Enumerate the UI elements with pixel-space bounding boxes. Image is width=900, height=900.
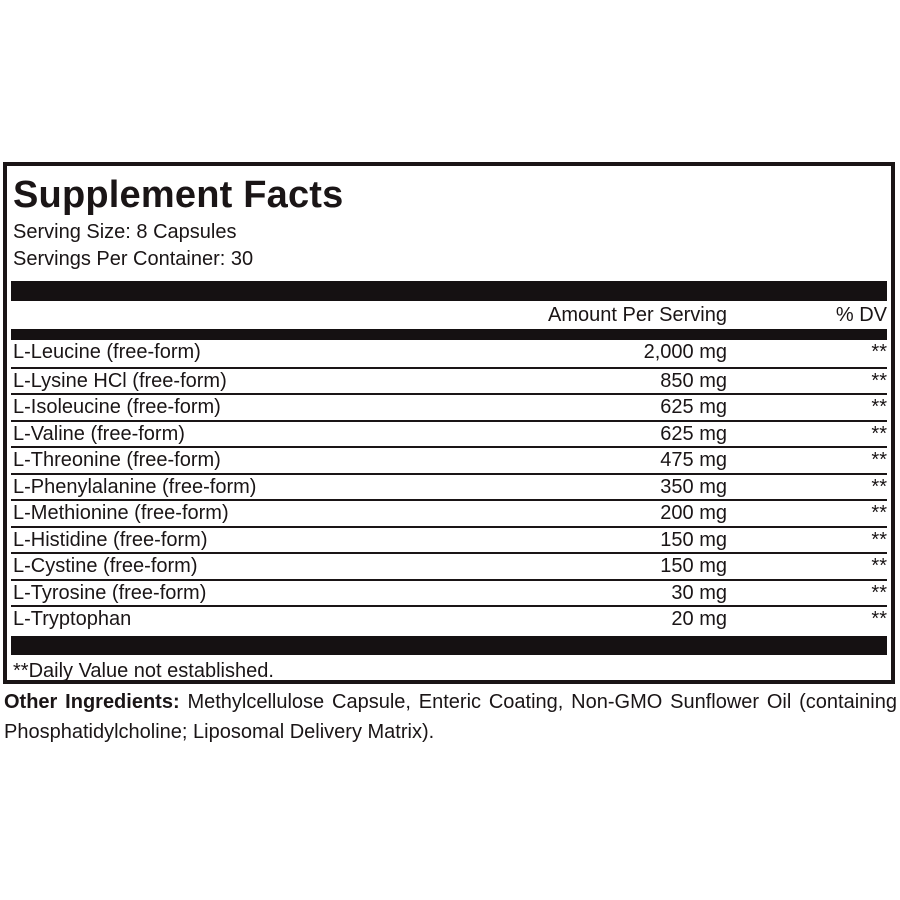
panel-inner: Supplement Facts Serving Size: 8 Capsule… — [7, 173, 891, 684]
ingredient-dv: ** — [871, 555, 887, 577]
ingredient-dv: ** — [871, 608, 887, 630]
ingredient-dv: ** — [871, 369, 887, 392]
ingredient-amount: 20 mg — [671, 608, 727, 630]
divider-bar-bottom — [11, 635, 887, 655]
ingredient-amount: 150 mg — [660, 555, 727, 577]
ingredient-amount: 625 mg — [660, 396, 727, 418]
ingredient-amount: 30 mg — [671, 581, 727, 604]
table-row: L-Tyrosine (free-form) 30 mg ** — [11, 578, 887, 606]
ingredient-name: L-Tryptophan — [13, 608, 132, 630]
ingredient-amount: 850 mg — [660, 369, 727, 392]
ingredient-name: L-Histidine (free-form) — [13, 528, 208, 551]
servings-per-container: Servings Per Container: 30 — [13, 248, 254, 270]
table-row: L-Lysine HCl (free-form) 850 mg ** — [11, 366, 887, 394]
ingredient-amount: 2,000 mg — [643, 341, 727, 363]
table-row: L-Phenylalanine (free-form) 350 mg ** — [11, 472, 887, 500]
table-header-row: Amount Per Serving % DV — [11, 301, 887, 329]
ingredient-name: L-Isoleucine (free-form) — [13, 396, 221, 418]
divider-bar-top — [11, 281, 887, 301]
other-ingredients-label: Other Ingredients: — [4, 691, 180, 713]
panel-title: Supplement Facts — [13, 174, 344, 216]
ingredient-dv: ** — [871, 341, 887, 363]
ingredient-name: L-Valine (free-form) — [13, 422, 185, 445]
ingredient-table: L-Leucine (free-form) 2,000 mg ** L-Lysi… — [11, 340, 887, 632]
column-header-amount: Amount Per Serving — [548, 304, 727, 326]
ingredient-dv: ** — [871, 475, 887, 498]
ingredient-dv: ** — [871, 396, 887, 418]
table-row: L-Threonine (free-form) 475 mg ** — [11, 446, 887, 473]
table-row: L-Tryptophan 20 mg ** — [11, 605, 887, 632]
table-row: L-Cystine (free-form) 150 mg ** — [11, 552, 887, 579]
ingredient-dv: ** — [871, 422, 887, 445]
column-header-dv: % DV — [835, 304, 887, 326]
ingredient-amount: 475 mg — [660, 449, 727, 471]
table-row: L-Valine (free-form) 625 mg ** — [11, 419, 887, 447]
ingredient-dv: ** — [871, 449, 887, 471]
supplement-facts-panel: Supplement Facts Serving Size: 8 Capsule… — [3, 162, 895, 684]
table-row: L-Leucine (free-form) 2,000 mg ** — [11, 340, 887, 367]
ingredient-name: L-Cystine (free-form) — [13, 555, 198, 577]
ingredient-name: L-Methionine (free-form) — [13, 502, 229, 524]
serving-size: Serving Size: 8 Capsules — [13, 221, 237, 243]
ingredient-dv: ** — [871, 502, 887, 524]
ingredient-name: L-Lysine HCl (free-form) — [13, 369, 227, 392]
ingredient-amount: 150 mg — [660, 528, 727, 551]
ingredient-name: L-Phenylalanine (free-form) — [13, 475, 257, 498]
ingredient-amount: 625 mg — [660, 422, 727, 445]
ingredient-dv: ** — [871, 581, 887, 604]
ingredient-name: L-Tyrosine (free-form) — [13, 581, 207, 604]
ingredient-amount: 200 mg — [660, 502, 727, 524]
divider-bar-header — [11, 329, 887, 340]
table-row: L-Histidine (free-form) 150 mg ** — [11, 525, 887, 553]
ingredient-name: L-Leucine (free-form) — [13, 341, 201, 363]
table-row: L-Isoleucine (free-form) 625 mg ** — [11, 393, 887, 420]
footnote: **Daily Value not established. — [13, 659, 274, 682]
ingredient-dv: ** — [871, 528, 887, 551]
header-spacer — [11, 301, 548, 330]
ingredient-amount: 350 mg — [660, 475, 727, 498]
other-ingredients: Other Ingredients: Methylcellulose Capsu… — [4, 687, 897, 747]
ingredient-name: L-Threonine (free-form) — [13, 449, 221, 471]
other-ingredients-text: Methylcellulose Capsule, Enteric Coating… — [4, 691, 897, 743]
table-row: L-Methionine (free-form) 200 mg ** — [11, 499, 887, 526]
